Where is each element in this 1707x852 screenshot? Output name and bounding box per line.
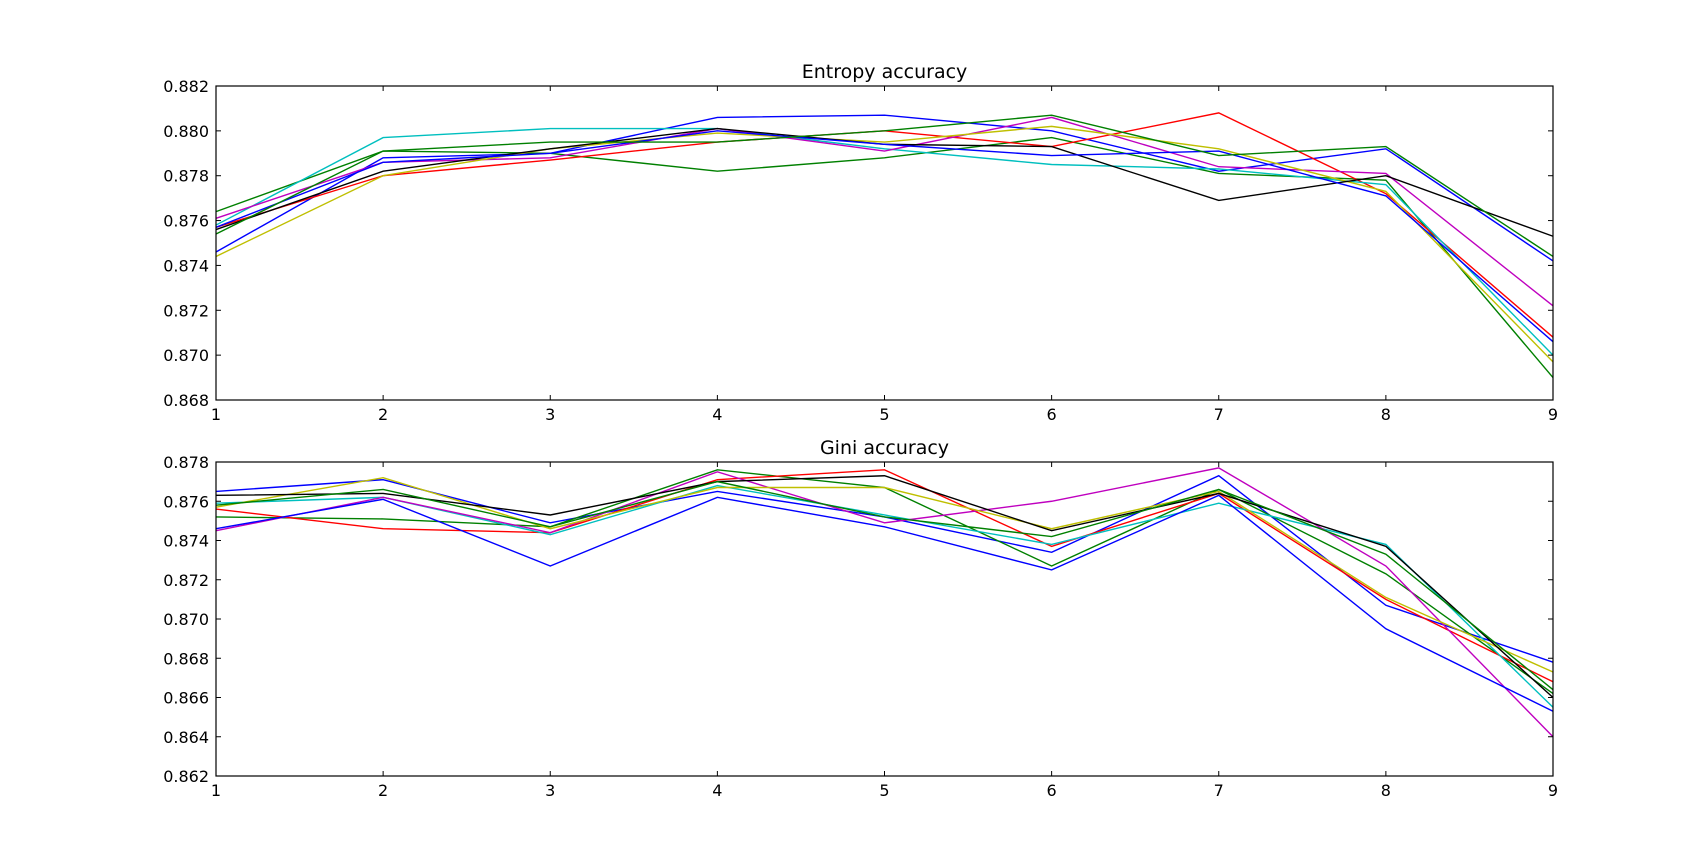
entropy-chart-title: Entropy accuracy (802, 61, 968, 83)
entropy-chart: 1 2 3 4 5 6 7 8 9 0.868 0.870 0.872 0.874 0.876 0.878 0… (163, 61, 1558, 424)
entropy-x-tick-label: 3 (545, 405, 555, 424)
gini-y-tick-label: 0.866 (163, 689, 209, 708)
gini-y-tick-label: 0.876 (163, 492, 209, 511)
gini-series-line-3 (215, 469, 1554, 683)
entropy-y-tick-label: 0.872 (163, 301, 209, 320)
gini-series-line-7 (215, 475, 1554, 699)
entropy-series-line-4 (215, 127, 1554, 356)
entropy-series-line-9 (215, 114, 1554, 258)
gini-x-tick-label: 5 (879, 781, 889, 800)
entropy-series-line-8 (215, 130, 1554, 343)
entropy-y-tick-label: 0.880 (163, 122, 209, 141)
entropy-x-tick-label: 7 (1214, 405, 1224, 424)
entropy-y-tick-label: 0.882 (163, 77, 209, 96)
gini-y-tick-label: 0.870 (163, 610, 209, 629)
entropy-y-tick-label: 0.876 (163, 212, 209, 231)
gini-x-tick-label: 8 (1381, 781, 1391, 800)
gini-series-line-9 (215, 480, 1554, 691)
gini-y-tick-label: 0.878 (163, 453, 209, 472)
entropy-y-tick-label: 0.870 (163, 346, 209, 365)
entropy-series-line-2 (215, 136, 1554, 379)
entropy-x-tick-label: 8 (1381, 405, 1391, 424)
entropy-series-line-5 (215, 116, 1554, 307)
gini-x-tick-label: 9 (1548, 781, 1558, 800)
entropy-series-line-6 (215, 125, 1554, 363)
entropy-y-tick-label: 0.874 (163, 256, 209, 275)
entropy-series-line-1 (215, 114, 1554, 262)
gini-x-tick-label: 3 (545, 781, 555, 800)
entropy-x-tick-label: 1 (211, 405, 221, 424)
gini-x-tick-label: 4 (712, 781, 722, 800)
gini-y-tick-label: 0.872 (163, 571, 209, 590)
gini-x-tick-label: 2 (378, 781, 388, 800)
gini-y-tick-label: 0.862 (163, 767, 209, 786)
entropy-x-tick-label: 4 (712, 405, 722, 424)
gini-x-tick-label: 7 (1214, 781, 1224, 800)
gini-chart-title: Gini accuracy (820, 437, 949, 459)
entropy-x-tick-label: 5 (879, 405, 889, 424)
gini-y-tick-label: 0.874 (163, 532, 209, 551)
gini-x-tick-label: 6 (1047, 781, 1057, 800)
gini-y-tick-label: 0.864 (163, 728, 209, 747)
entropy-y-tick-label: 0.868 (163, 391, 209, 410)
entropy-x-tick-label: 6 (1047, 405, 1057, 424)
gini-y-tick-label: 0.868 (163, 649, 209, 668)
gini-series-line-6 (215, 476, 1554, 673)
gini-series-line-8 (215, 494, 1554, 712)
entropy-x-tick-label: 9 (1548, 405, 1558, 424)
gini-chart: 1 2 3 4 5 6 7 8 9 0.862 0.864 0.866 0.868 0.870 0.872 0… (163, 437, 1558, 800)
entropy-x-tick-label: 2 (378, 405, 388, 424)
gini-x-tick-label: 1 (211, 781, 221, 800)
entropy-y-tick-label: 0.878 (163, 167, 209, 186)
